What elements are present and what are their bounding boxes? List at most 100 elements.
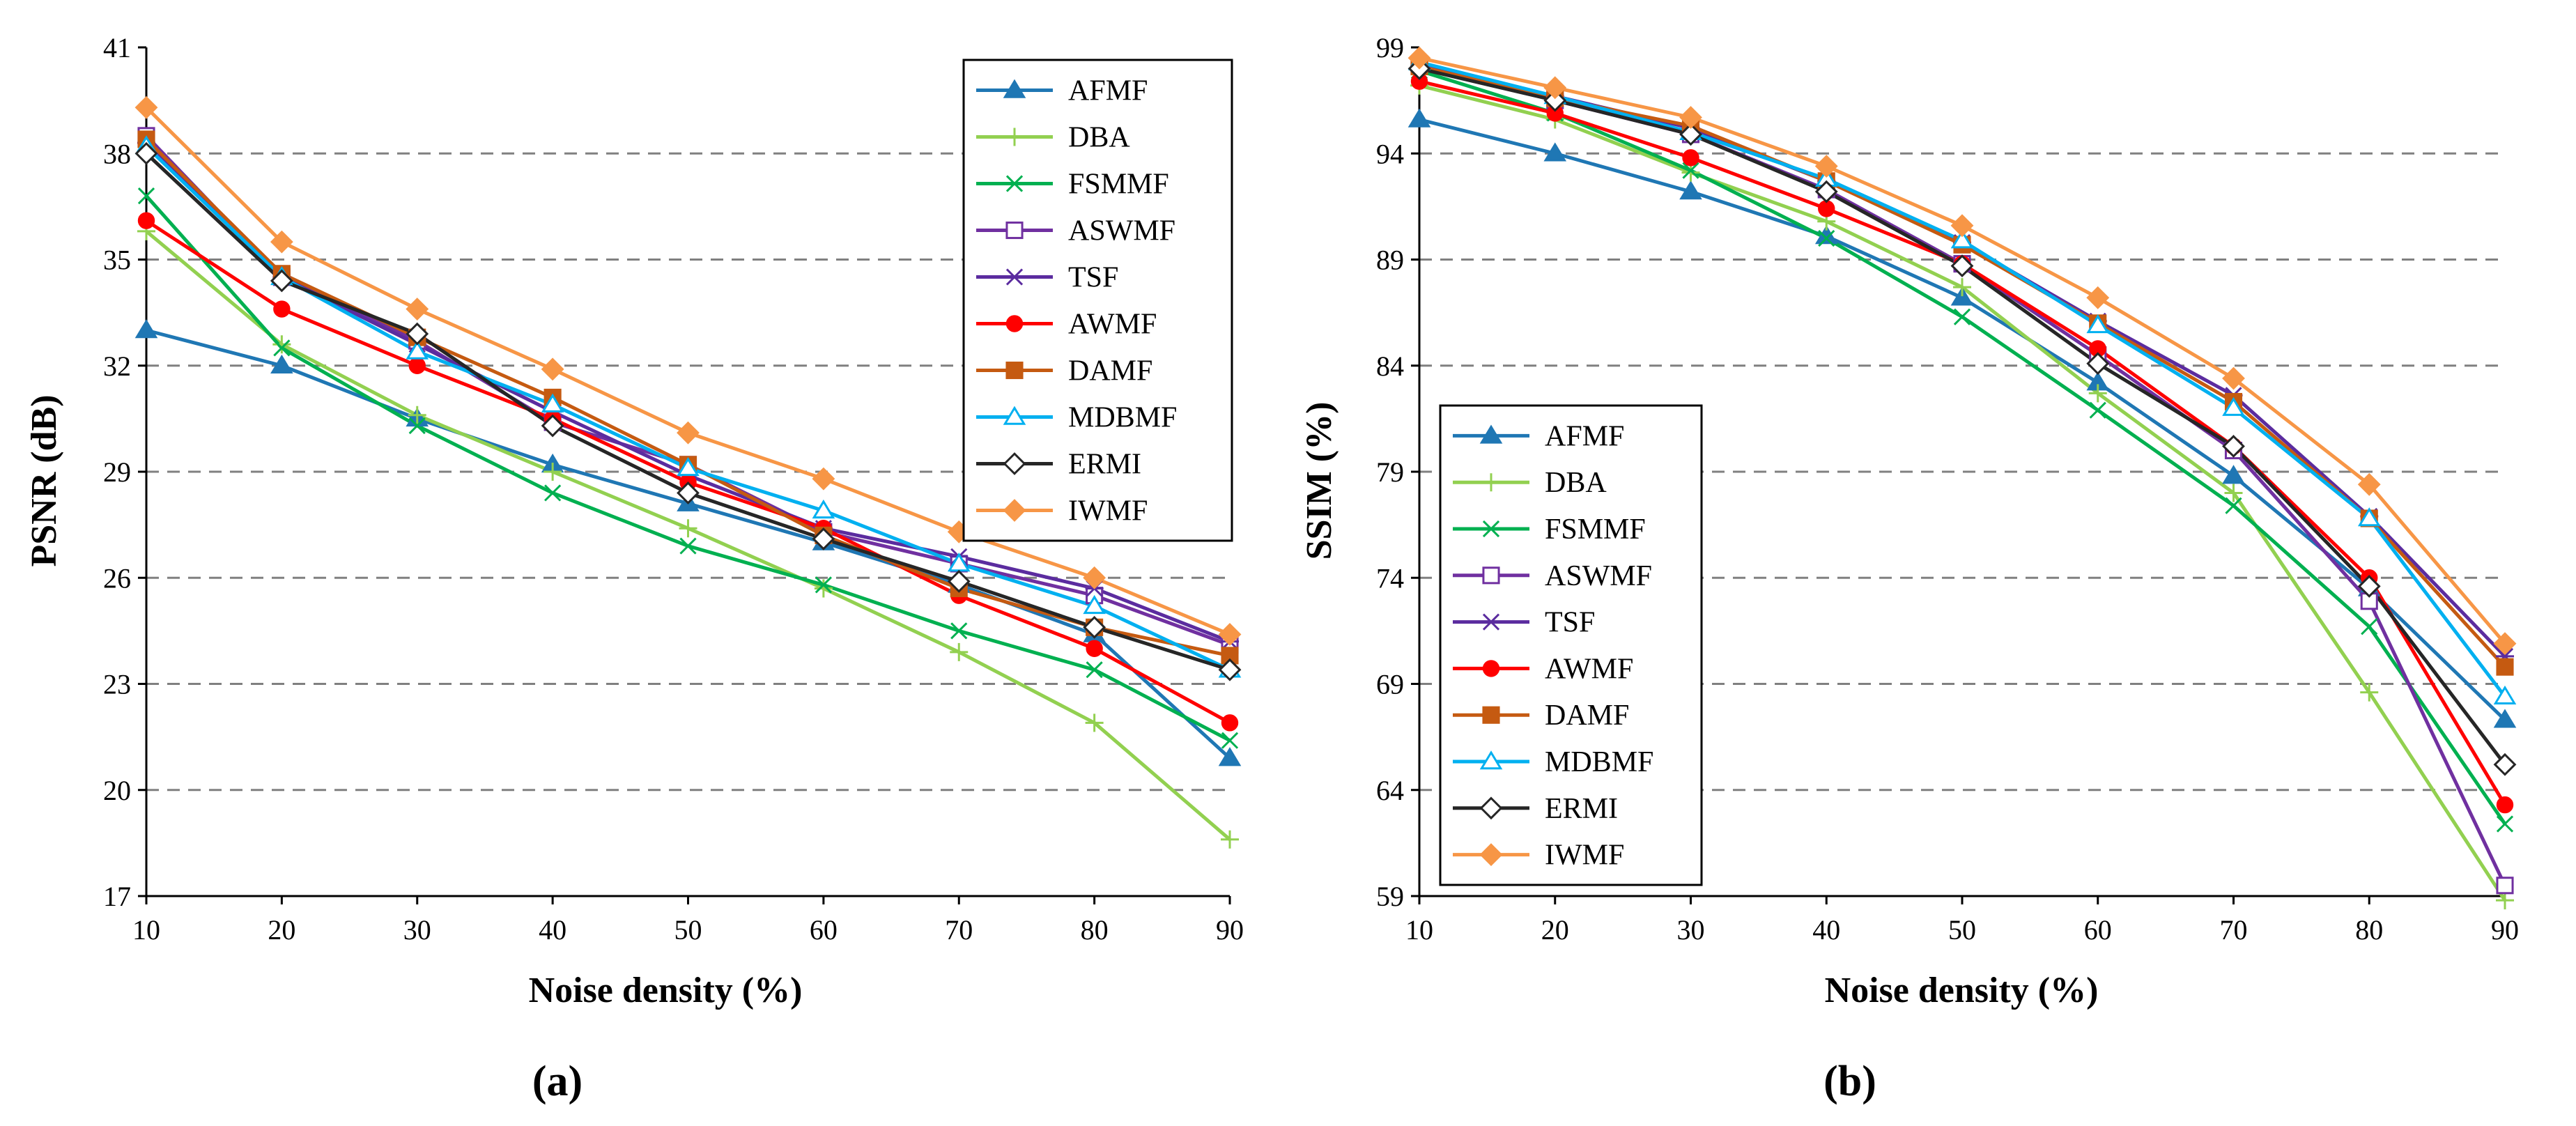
legend-label-fsmmf: FSMMF <box>1068 169 1169 201</box>
data-point-iwmf <box>1679 106 1702 129</box>
grid-lines-b <box>1419 152 2505 792</box>
data-point-ermi <box>1083 615 1106 639</box>
x-tick-label: 30 <box>1677 914 1705 946</box>
x-tick-label: 30 <box>403 914 431 946</box>
data-point-afmf <box>1679 180 1702 200</box>
data-point-mdbmf <box>1083 594 1106 615</box>
y-tick-label: 35 <box>103 245 131 276</box>
panel-label-a: (a) <box>532 1058 583 1105</box>
y-tick-label: 20 <box>103 775 131 806</box>
legend-label-aswmf: ASWMF <box>1545 560 1652 592</box>
y-tick-label: 84 <box>1376 350 1404 382</box>
data-point-mdbmf <box>2222 396 2245 416</box>
data-point-fsmmf <box>815 576 832 594</box>
data-point-awmf <box>137 212 155 229</box>
data-point-dba <box>1681 163 1700 182</box>
x-tick-label: 10 <box>132 914 160 946</box>
x-axis-label-a: Noise density (%) <box>529 971 803 1010</box>
legend-label-afmf: AFMF <box>1545 420 1624 452</box>
legend-label-dba: DBA <box>1545 467 1607 499</box>
axes-a: 17 20 23 26 29 32 35 38 41 10 20 30 40 50 60 70 80 90 <box>103 32 1244 946</box>
data-point-ermi <box>1950 254 1974 278</box>
data-point-ermi <box>134 141 158 165</box>
data-point-ermi <box>270 269 293 293</box>
data-point-iwmf <box>2222 367 2245 390</box>
legend-marker-damf <box>1482 706 1500 724</box>
data-point-aswmf <box>2496 877 2514 895</box>
y-tick-label: 29 <box>103 456 131 488</box>
data-point-iwmf <box>270 230 293 254</box>
legend-label-dba: DBA <box>1068 122 1130 154</box>
legend-label-tsf: TSF <box>1068 262 1118 294</box>
series-markers-a <box>134 95 1242 849</box>
data-point-mdbmf <box>541 393 564 412</box>
chart-panel-b: 59 64 69 74 79 84 89 94 99 10 20 30 40 50 60 70 80 90 AFM… <box>1299 32 2519 1105</box>
data-point-ermi <box>2086 352 2110 376</box>
data-point-iwmf <box>677 421 700 445</box>
data-point-dba <box>2224 484 2243 502</box>
data-point-iwmf <box>1950 214 1974 238</box>
y-tick-label: 26 <box>103 562 131 594</box>
legend-label-iwmf: IWMF <box>1068 495 1148 527</box>
legend-marker-ermi <box>1479 796 1503 820</box>
data-point-mdbmf <box>406 340 429 360</box>
y-tick-label: 17 <box>103 881 131 912</box>
data-point-fsmmf <box>2089 401 2106 419</box>
legend-marker-awmf <box>1482 660 1500 677</box>
data-point-awmf <box>408 357 426 374</box>
legend-marker-ermi <box>1003 452 1026 475</box>
legend-marker-awmf <box>1005 315 1024 332</box>
legend-marker-damf <box>1005 361 1024 380</box>
legend-label-afmf: AFMF <box>1068 75 1148 107</box>
legend-marker-afmf <box>1003 79 1026 98</box>
data-point-afmf <box>134 319 158 339</box>
x-axis-label-b: Noise density (%) <box>1825 971 2099 1010</box>
data-point-mdbmf <box>677 457 700 477</box>
data-point-iwmf <box>1407 46 1431 70</box>
x-tick-label: 90 <box>1216 914 1244 946</box>
x-tick-label: 80 <box>2355 914 2383 946</box>
data-point-ermi <box>1679 123 1702 146</box>
data-point-awmf <box>1221 714 1239 732</box>
legend-marker-dba <box>1005 128 1024 146</box>
legend-label-tsf: TSF <box>1545 607 1595 639</box>
data-point-ermi <box>812 527 835 550</box>
data-point-afmf <box>270 354 293 373</box>
y-tick-label: 94 <box>1376 138 1404 169</box>
legend-label-awmf: AWMF <box>1068 309 1157 341</box>
y-tick-label: 32 <box>103 350 131 382</box>
data-point-iwmf <box>2357 472 2381 496</box>
data-point-iwmf <box>134 95 158 119</box>
data-point-mdbmf <box>1950 229 1974 249</box>
y-tick-label: 79 <box>1376 456 1404 488</box>
data-point-fsmmf <box>2361 618 2378 635</box>
legend-marker-fsmmf <box>1005 175 1024 192</box>
data-point-damf <box>2496 658 2514 676</box>
data-point-fsmmf <box>273 339 291 357</box>
data-point-iwmf <box>406 298 429 321</box>
data-point-afmf <box>1950 286 1974 306</box>
y-tick-label: 74 <box>1376 562 1404 594</box>
data-point-afmf <box>1543 142 1567 162</box>
data-point-awmf <box>2496 796 2514 814</box>
data-point-ermi <box>677 481 700 504</box>
x-tick-label: 40 <box>1812 914 1840 946</box>
data-point-dba <box>408 406 426 424</box>
data-point-dba <box>1085 714 1104 732</box>
data-point-ermi <box>2357 575 2381 598</box>
data-point-awmf <box>1086 640 1103 657</box>
x-tick-label: 60 <box>2084 914 2112 946</box>
data-point-fsmmf <box>1086 661 1103 679</box>
data-point-fsmmf <box>1221 732 1239 749</box>
y-tick-label: 23 <box>103 669 131 700</box>
legend-marker-aswmf <box>1482 566 1500 585</box>
data-point-iwmf <box>1218 623 1242 646</box>
x-tick-label: 50 <box>1948 914 1976 946</box>
data-point-fsmmf <box>1953 308 1971 325</box>
legend-label-aswmf: ASWMF <box>1068 215 1175 247</box>
data-point-fsmmf <box>1682 162 1699 179</box>
y-axis-label-b: SSIM (%) <box>1299 402 1339 560</box>
y-tick-label: 99 <box>1376 32 1404 63</box>
data-point-mdbmf <box>2493 685 2517 705</box>
data-point-ermi <box>1543 88 1567 112</box>
